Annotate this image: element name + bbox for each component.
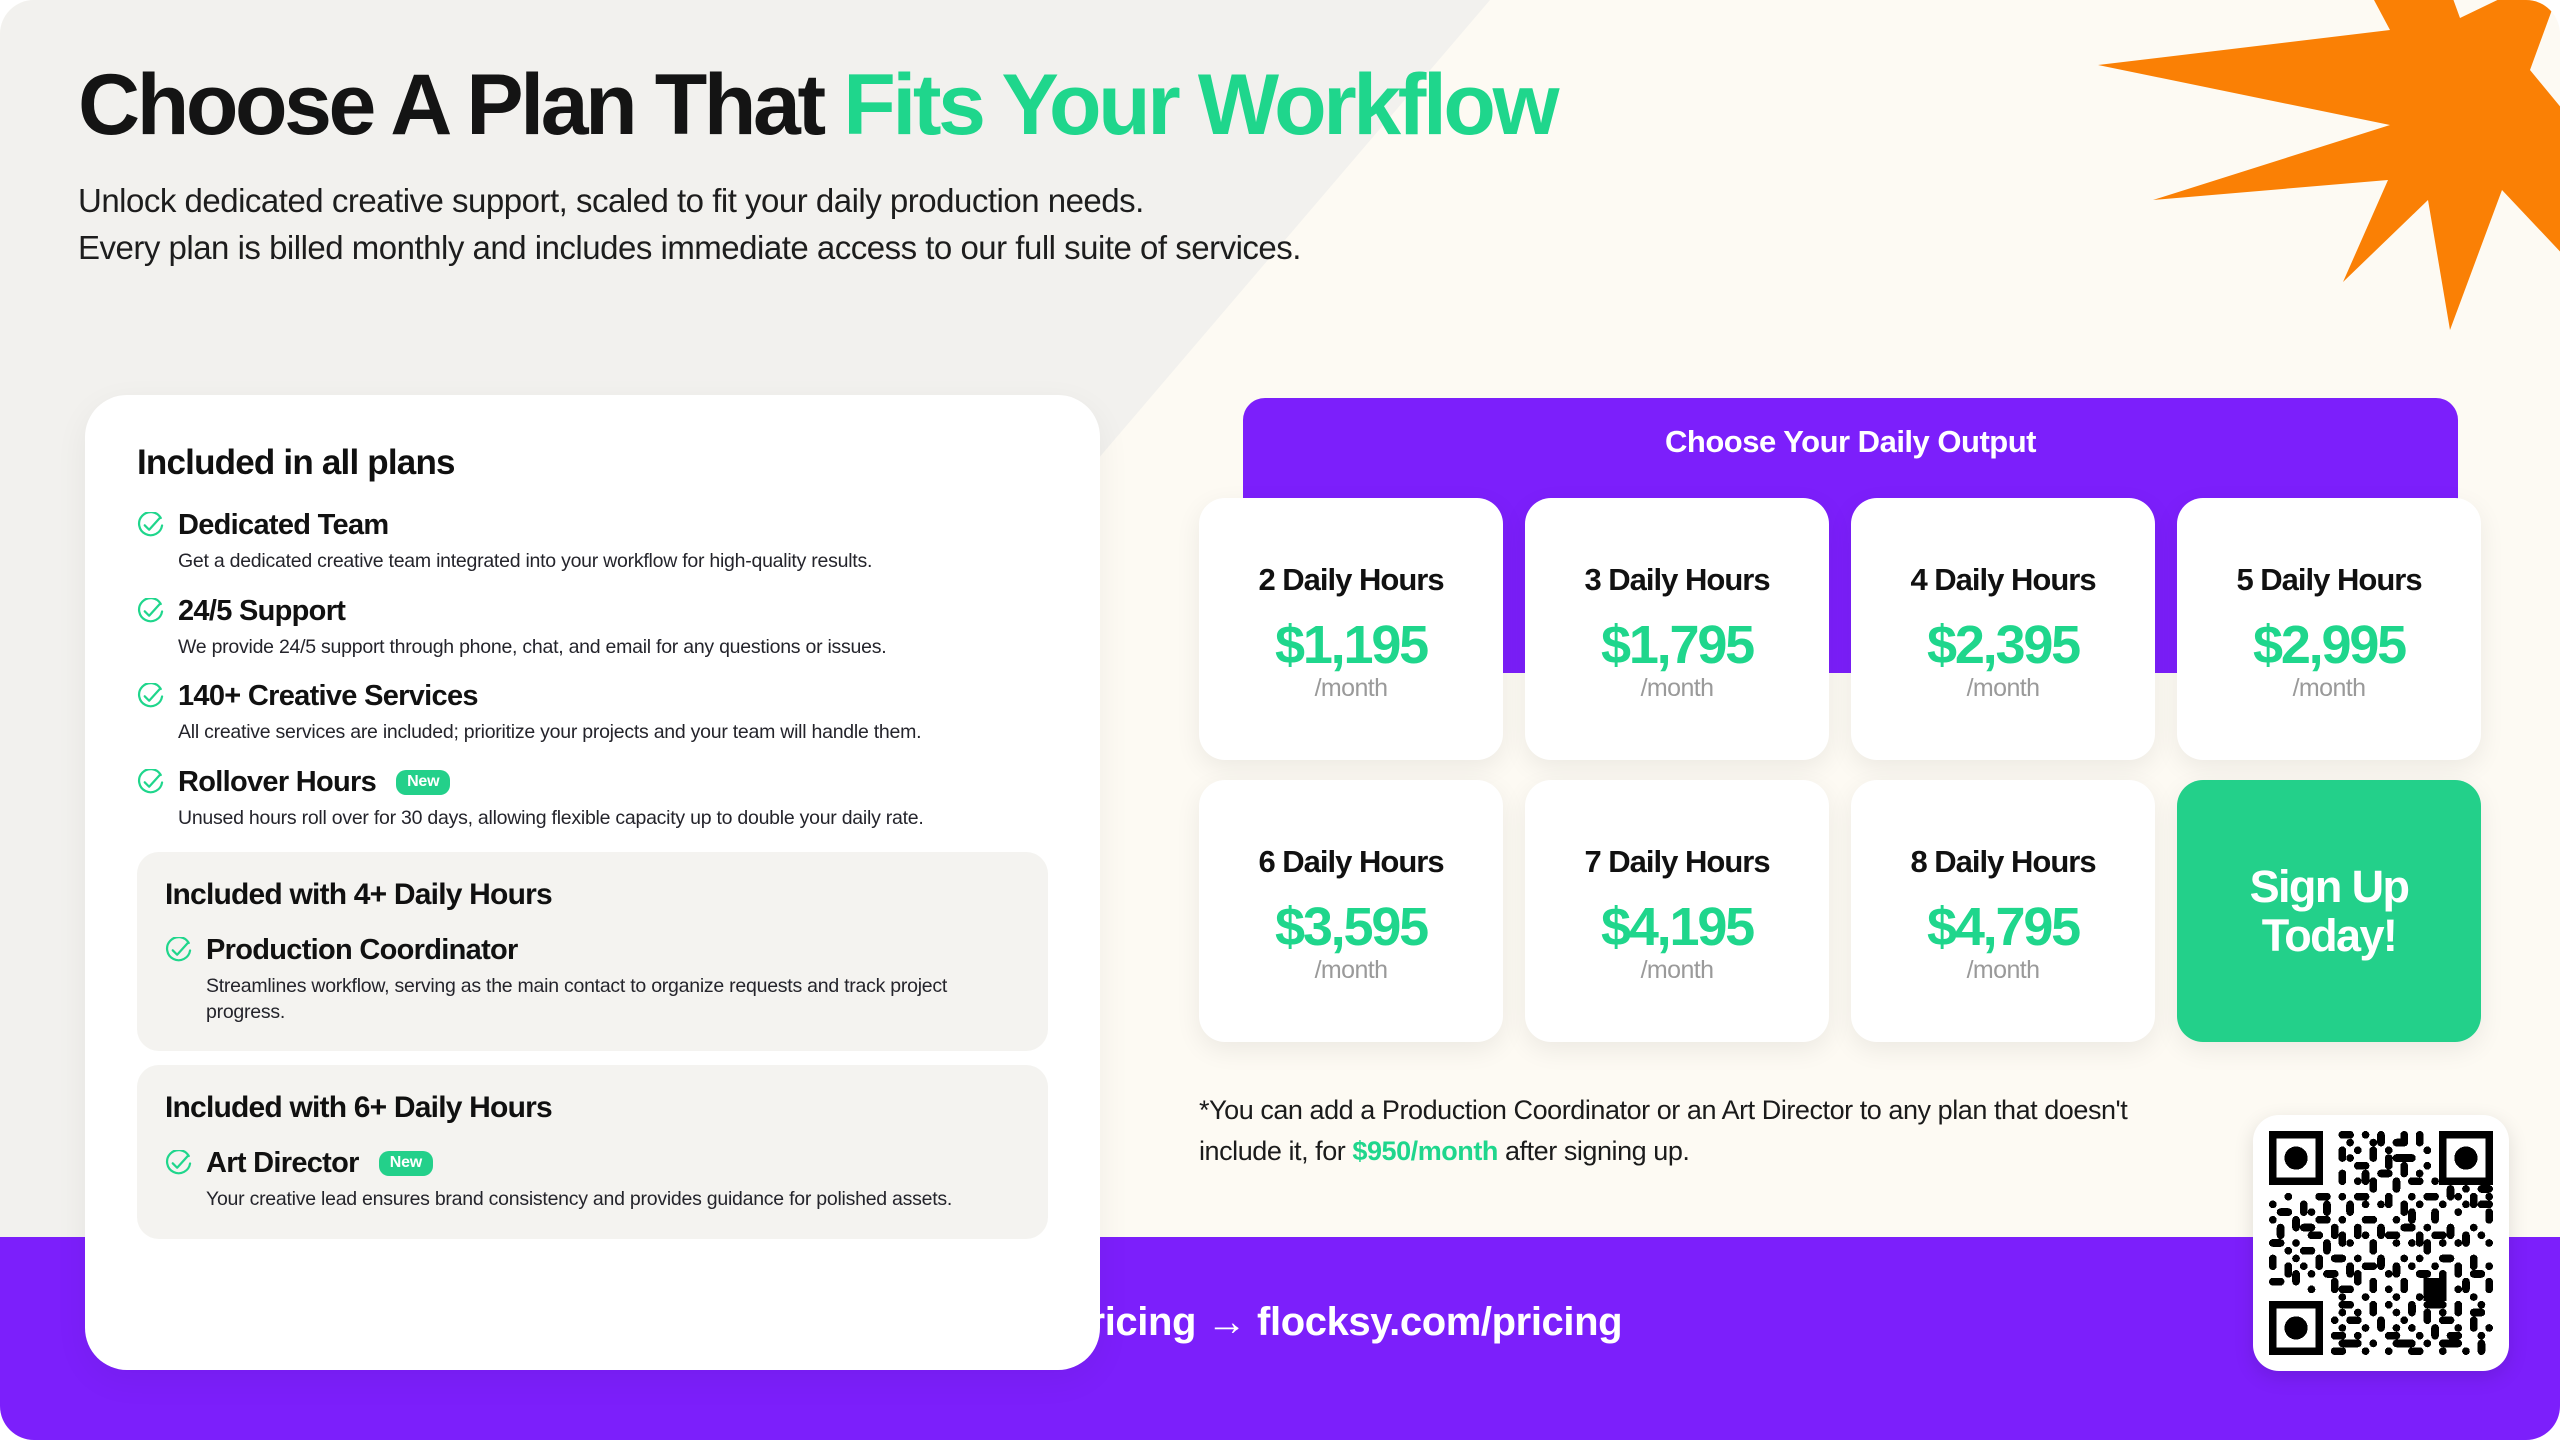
feature-name: 140+ Creative Services [178, 680, 479, 713]
plan-price: $1,195 [1275, 614, 1429, 675]
tier-box-6plus: Included with 6+ Daily Hours Art Directo… [137, 1065, 1048, 1240]
plan-hours: 5 Daily Hours [2236, 561, 2422, 597]
footnote-part-1: *You can add a Production Coordinator or… [1199, 1095, 2128, 1167]
feature-description: Get a dedicated creative team integrated… [178, 550, 873, 572]
pricing-footnote: *You can add a Production Coordinator or… [1199, 1090, 2139, 1172]
qr-code[interactable] [2253, 1115, 2509, 1371]
feature-description: We provide 24/5 support through phone, c… [178, 635, 887, 658]
new-badge: New [378, 1151, 434, 1177]
included-features-card: Included in all plans Dedicated Team Get… [85, 395, 1100, 1370]
footnote-part-2: after signing up. [1497, 1136, 1690, 1167]
footnote-highlight: $950/month [1352, 1136, 1498, 1167]
feature-header: 24/5 Support [137, 595, 1048, 628]
feature-name: 24/5 Support [178, 594, 346, 627]
plan-card-7-hours[interactable]: 7 Daily Hours $4,195 /month [1525, 780, 1829, 1042]
feature-description: Unused hours roll over for 30 days, allo… [178, 807, 924, 830]
subheading-line-1: Unlock dedicated creative support, scale… [78, 182, 1144, 220]
check-circle-icon [165, 1150, 192, 1175]
sign-up-line-2: Today! [2261, 910, 2398, 961]
plan-price: $2,995 [2253, 614, 2407, 675]
plan-hours: 3 Daily Hours [1584, 561, 1770, 597]
plan-price: $4,195 [1601, 896, 1755, 957]
plan-hours: 6 Daily Hours [1258, 843, 1444, 879]
sign-up-line-1: Sign Up [2249, 860, 2410, 912]
check-circle-icon [137, 512, 164, 537]
qr-code-icon [2269, 1131, 2493, 1355]
plan-period: /month [2292, 673, 2366, 702]
headline-black: Choose A Plan That [78, 57, 844, 153]
tier-title: Included with 6+ Daily Hours [165, 1091, 553, 1125]
feature-header: Production Coordinator [165, 934, 1018, 967]
pricing-grid-row-1: 2 Daily Hours $1,195 /month 3 Daily Hour… [1199, 498, 2509, 760]
plan-hours: 7 Daily Hours [1584, 843, 1770, 879]
feature-item: 140+ Creative Services All creative serv… [137, 680, 1048, 746]
included-in-all-plans-title: Included in all plans [137, 443, 456, 482]
hero-subheading: Unlock dedicated creative support, scale… [78, 178, 1556, 272]
plan-card-5-hours[interactable]: 5 Daily Hours $2,995 /month [2177, 498, 2481, 760]
feature-header: Dedicated Team [137, 509, 1048, 542]
plan-card-8-hours[interactable]: 8 Daily Hours $4,795 /month [1851, 780, 2155, 1042]
feature-item: Art Director New Your creative lead ensu… [165, 1147, 1018, 1213]
plan-price: $3,595 [1275, 896, 1429, 957]
tier-title: Included with 4+ Daily Hours [165, 877, 553, 911]
feature-header: Rollover Hours New [137, 766, 1048, 799]
feature-name: Dedicated Team [178, 509, 389, 541]
plan-period: /month [1966, 955, 2040, 984]
tier-box-4plus: Included with 4+ Daily Hours Production … [137, 851, 1048, 1052]
new-badge: New [396, 770, 451, 796]
check-circle-icon [137, 683, 164, 708]
plan-price: $1,795 [1601, 614, 1755, 675]
plan-period: /month [1640, 955, 1714, 984]
feature-header: 140+ Creative Services [137, 680, 1048, 713]
plan-period: /month [1314, 955, 1388, 984]
pricing-grid-row-2: 6 Daily Hours $3,595 /month 7 Daily Hour… [1199, 780, 2509, 1042]
feature-description: Your creative lead ensures brand consist… [206, 1188, 953, 1211]
plan-period: /month [1640, 673, 1714, 702]
plan-card-4-hours[interactable]: 4 Daily Hours $2,395 /month [1851, 498, 2155, 760]
plan-hours: 2 Daily Hours [1258, 561, 1444, 597]
feature-header: Art Director New [165, 1147, 1018, 1180]
daily-output-banner-label: Choose Your Daily Output [1665, 424, 2036, 459]
plan-period: /month [1314, 673, 1388, 702]
page-title: Choose A Plan That Fits Your Workflow [78, 57, 1559, 153]
plan-price: $4,795 [1927, 896, 2081, 957]
plan-price: $2,395 [1927, 614, 2081, 675]
feature-name: Production Coordinator [206, 933, 518, 966]
feature-item: Production Coordinator Streamlines workf… [165, 934, 1018, 1025]
check-circle-icon [137, 769, 164, 794]
feature-description: Streamlines workflow, serving as the mai… [206, 974, 948, 1023]
check-circle-icon [137, 597, 164, 623]
plan-period: /month [1966, 673, 2040, 702]
sign-up-today-button[interactable]: Sign Up Today! [2177, 780, 2481, 1042]
check-circle-icon [165, 936, 192, 962]
feature-description: All creative services are included; prio… [178, 721, 922, 744]
plan-card-6-hours[interactable]: 6 Daily Hours $3,595 /month [1199, 780, 1503, 1042]
feature-name: Rollover Hours [178, 766, 377, 799]
hero-section: Choose A Plan That Fits Your Workflow Un… [78, 57, 1559, 272]
plan-hours: 4 Daily Hours [1910, 561, 2096, 597]
subheading-line-2: Every plan is billed monthly and include… [78, 229, 1301, 267]
feature-item: 24/5 Support We provide 24/5 support thr… [137, 595, 1048, 661]
plan-hours: 8 Daily Hours [1910, 843, 2096, 879]
plan-card-3-hours[interactable]: 3 Daily Hours $1,795 /month [1525, 498, 1829, 760]
feature-name: Art Director [206, 1147, 359, 1180]
feature-item: Dedicated Team Get a dedicated creative … [137, 509, 1048, 575]
feature-item: Rollover Hours New Unused hours roll ove… [137, 766, 1048, 832]
plan-card-2-hours[interactable]: 2 Daily Hours $1,195 /month [1199, 498, 1503, 760]
headline-accent: Fits Your Workflow [843, 57, 1559, 153]
compare-plans-link[interactable]: Compare all plans & pricing → flocksy.co… [677, 1300, 1623, 1344]
